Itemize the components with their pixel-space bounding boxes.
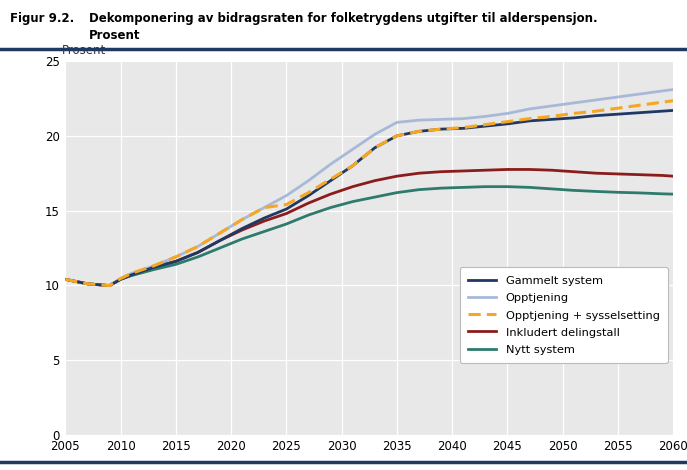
Legend: Gammelt system, Opptjening, Opptjening + sysselsetting, Inkludert delingstall, N: Gammelt system, Opptjening, Opptjening +… (460, 267, 668, 363)
Text: Prosent: Prosent (63, 44, 106, 56)
Text: Figur 9.2.: Figur 9.2. (10, 12, 75, 25)
Text: Dekomponering av bidragsraten for folketrygdens utgifter til alderspensjon.
Pros: Dekomponering av bidragsraten for folket… (89, 12, 598, 42)
